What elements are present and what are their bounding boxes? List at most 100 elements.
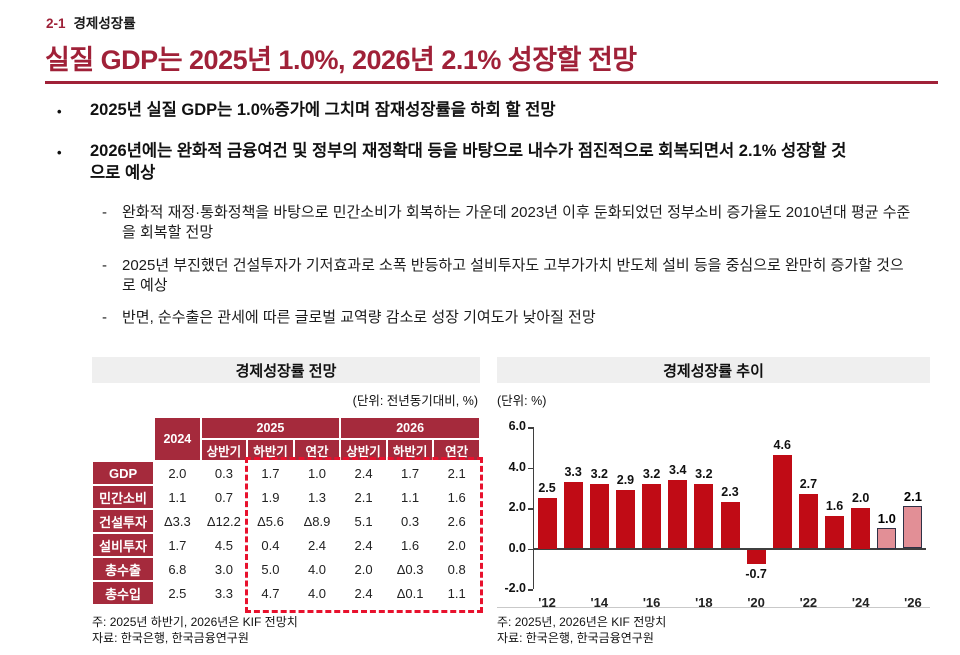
y-tick-mark (528, 548, 533, 550)
y-tick-label: 0.0 (508, 540, 526, 555)
table-row-label: GDP (92, 461, 155, 485)
table-cell: 2.4 (354, 585, 373, 601)
bar (772, 455, 792, 549)
table-header-row-groups: 2024 2025 2026 (92, 417, 480, 461)
bullet-item: • 2026년에는 완화적 금융여건 및 정부의 재정확대 등을 바탕으로 내수가… (45, 141, 940, 185)
y-tick-mark (528, 427, 533, 429)
y-tick-mark (528, 589, 533, 591)
bar (851, 508, 871, 549)
table-panel-title: 경제성장률 전망 (92, 357, 480, 383)
bar (642, 483, 662, 549)
table-cell: 2.4 (354, 537, 373, 553)
table-unit-label: (단위: 전년동기대비, %) (352, 394, 478, 408)
chart-source: 자료: 한국은행, 한국금융연구원 (497, 631, 654, 645)
table-cell: Δ8.9 (303, 513, 331, 529)
bullet-item: • 2025년 실질 GDP는 1.0%증가에 그치며 잠재성장률을 하회 할 전… (45, 100, 940, 122)
bar (825, 516, 845, 549)
table-row-label: 건설투자 (92, 509, 155, 533)
x-tick-label: '22 (799, 595, 818, 610)
bullet-marker: - (102, 256, 107, 274)
bullet-list: • 2025년 실질 GDP는 1.0%증가에 그치며 잠재성장률을 하회 할 전… (45, 100, 940, 341)
table-cell: 3.3 (214, 585, 233, 601)
table-cell: 1.7 (261, 465, 280, 481)
table-cell: 1.1 (168, 489, 187, 505)
bar-value-label: -0.7 (745, 566, 767, 581)
table-subheader-cell: 상반기 (340, 439, 387, 461)
table-row-label: 설비투자 (92, 533, 155, 557)
chart-note: 주: 2025년, 2026년은 KIF 전망치 (497, 615, 667, 629)
table-cell: 2.1 (447, 465, 466, 481)
section-label: 경제성장률 (73, 16, 136, 31)
chart-panel-title: 경제성장률 추이 (497, 357, 930, 383)
bar (537, 497, 557, 549)
bar (615, 489, 635, 549)
table-cell: 4.7 (261, 585, 280, 601)
x-tick-label: '24 (851, 595, 870, 610)
bar-value-label: 1.0 (877, 511, 896, 527)
table-row: GDP 2.0 0.3 1.7 1.0 2.4 1.7 2.1 (92, 461, 480, 485)
bullet-text: 2025년 실질 GDP는 1.0%증가에 그치며 잠재성장률을 하회 할 전망 (90, 101, 556, 119)
page-title: 실질 GDP는 2025년 1.0%, 2026년 2.1% 성장할 전망 (45, 45, 637, 75)
table-cell: Δ0.1 (396, 585, 424, 601)
table-cell: 4.0 (307, 585, 327, 601)
table-cell: Δ0.3 (396, 561, 424, 577)
y-tick-label: 2.0 (508, 500, 526, 514)
growth-chart-panel: 경제성장률 추이 (단위: %) 2.5 '12 3.3 3.2 '14 2.9 3.2 '1… (497, 357, 930, 655)
table-cell: 2.0 (168, 465, 187, 481)
bar-value-label: 2.5 (538, 480, 556, 495)
bullet-text: 2026년에는 완화적 금융여건 및 정부의 재정확대 등을 바탕으로 내수가 … (90, 141, 847, 182)
table-colgroup-header: 2026 (340, 417, 480, 439)
table-colgroup-header: 2024 (154, 417, 201, 461)
x-tick-label: '12 (538, 595, 556, 610)
chart-unit-label: (단위: %) (497, 394, 547, 408)
y-tick-mark (528, 508, 533, 510)
bar-value-label: 2.7 (799, 476, 818, 491)
y-tick-label: -2.0 (504, 581, 526, 595)
x-tick-label: '16 (642, 595, 661, 610)
bar-chart: 2.5 '12 3.3 3.2 '14 2.9 3.2 '16 3.4 3.2 '18 2.3 -0.7… (533, 427, 926, 610)
bullet-item: - 완화적 재정·통화정책을 바탕으로 민간소비가 회복하는 가운데 2023년 … (45, 203, 940, 243)
table-cell: 5.0 (261, 561, 280, 577)
y-tick-label: 6.0 (508, 419, 526, 433)
table-subheader-cell: 하반기 (247, 439, 294, 461)
table-row: 총수입 2.5 3.3 4.7 4.0 2.4 Δ0.1 1.1 (92, 581, 480, 605)
table-cell: 4.5 (214, 537, 233, 553)
table-cell: 2.0 (447, 537, 466, 553)
table-cell: Δ3.3 (163, 513, 191, 529)
table-cell: 0.3 (214, 465, 233, 481)
bar-value-label: 3.4 (669, 462, 687, 477)
y-tick-mark (528, 467, 533, 469)
zero-gridline (534, 547, 926, 550)
table-cell: 0.4 (261, 537, 280, 553)
bar-value-label: 3.2 (590, 466, 609, 481)
table-header-row-sub: 상반기 하반기 연간 상반기 하반기 연간 (92, 439, 480, 461)
table-subheader-cell: 연간 (433, 439, 480, 461)
table-row-label: 민간소비 (92, 485, 155, 509)
bar-forecast (903, 505, 923, 549)
section-kicker: 2-1 경제성장률 (46, 12, 136, 32)
table-colgroup-header: 2025 (200, 417, 341, 439)
title-divider (45, 81, 938, 84)
forecast-table: 2024 2025 2026 상반기 하반기 연간 상반기 하반기 연간 GDP 2.0 0.3 1.7… (92, 417, 480, 605)
y-tick-label: 4.0 (508, 459, 526, 474)
bar-value-label: 1.6 (825, 499, 844, 514)
table-row-label: 총수출 (92, 557, 155, 581)
bar (746, 549, 766, 564)
table-cell: 1.6 (401, 537, 420, 553)
bullet-item: - 반면, 순수출은 관세에 따른 글로벌 교역량 감소로 성장 기여도가 낮아질… (45, 308, 940, 328)
bar (720, 501, 740, 549)
bar-value-label: 3.3 (564, 464, 582, 479)
x-tick-label: '20 (747, 595, 765, 610)
bullet-text: 2025년 부진했던 건설투자가 기저효과로 소폭 반등하고 설비투자도 고부가… (122, 256, 904, 294)
bullet-marker: • (57, 144, 62, 160)
table-corner-cell (92, 439, 154, 461)
bar-value-label: 2.3 (721, 484, 739, 499)
table-subheader-cell: 하반기 (386, 439, 434, 461)
table-cell: Δ12.2 (206, 513, 241, 529)
table-cell: 0.8 (447, 561, 466, 577)
table-row: 설비투자 1.7 4.5 0.4 2.4 2.4 1.6 2.0 (92, 533, 480, 557)
table-row: 민간소비 1.1 0.7 1.9 1.3 2.1 1.1 1.6 (92, 485, 480, 509)
bar (668, 479, 688, 549)
table-cell: 1.3 (307, 489, 327, 505)
